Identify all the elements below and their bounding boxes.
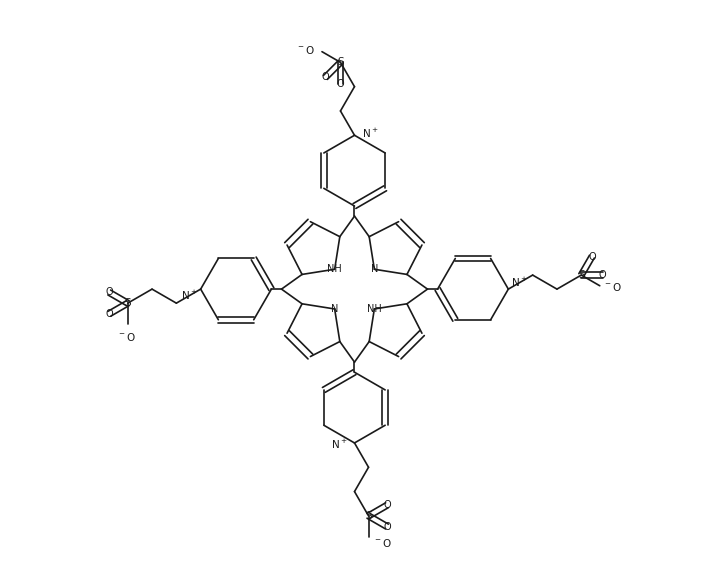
Text: O: O [383,500,391,510]
Text: NH: NH [328,264,342,274]
Text: $^-$O: $^-$O [373,537,392,549]
Text: O: O [322,73,329,82]
Text: O: O [337,79,345,88]
Text: N: N [331,304,338,314]
Text: O: O [599,270,606,280]
Text: S: S [578,270,585,280]
Text: N: N [371,264,378,274]
Text: O: O [588,252,596,261]
Text: $^-$O: $^-$O [603,281,622,293]
Text: $^-$O: $^-$O [296,44,315,56]
Text: N$^+$: N$^+$ [362,127,379,140]
Text: N$^+$: N$^+$ [182,289,198,302]
Text: N$^+$: N$^+$ [330,438,347,451]
Text: S: S [337,57,344,67]
Text: S: S [124,298,131,308]
Text: O: O [106,287,113,298]
Text: NH: NH [367,304,381,314]
Text: $^-$O: $^-$O [116,331,135,343]
Text: O: O [106,309,113,319]
Text: O: O [383,522,391,531]
Text: N$^+$: N$^+$ [511,276,527,289]
Text: S: S [365,511,372,521]
